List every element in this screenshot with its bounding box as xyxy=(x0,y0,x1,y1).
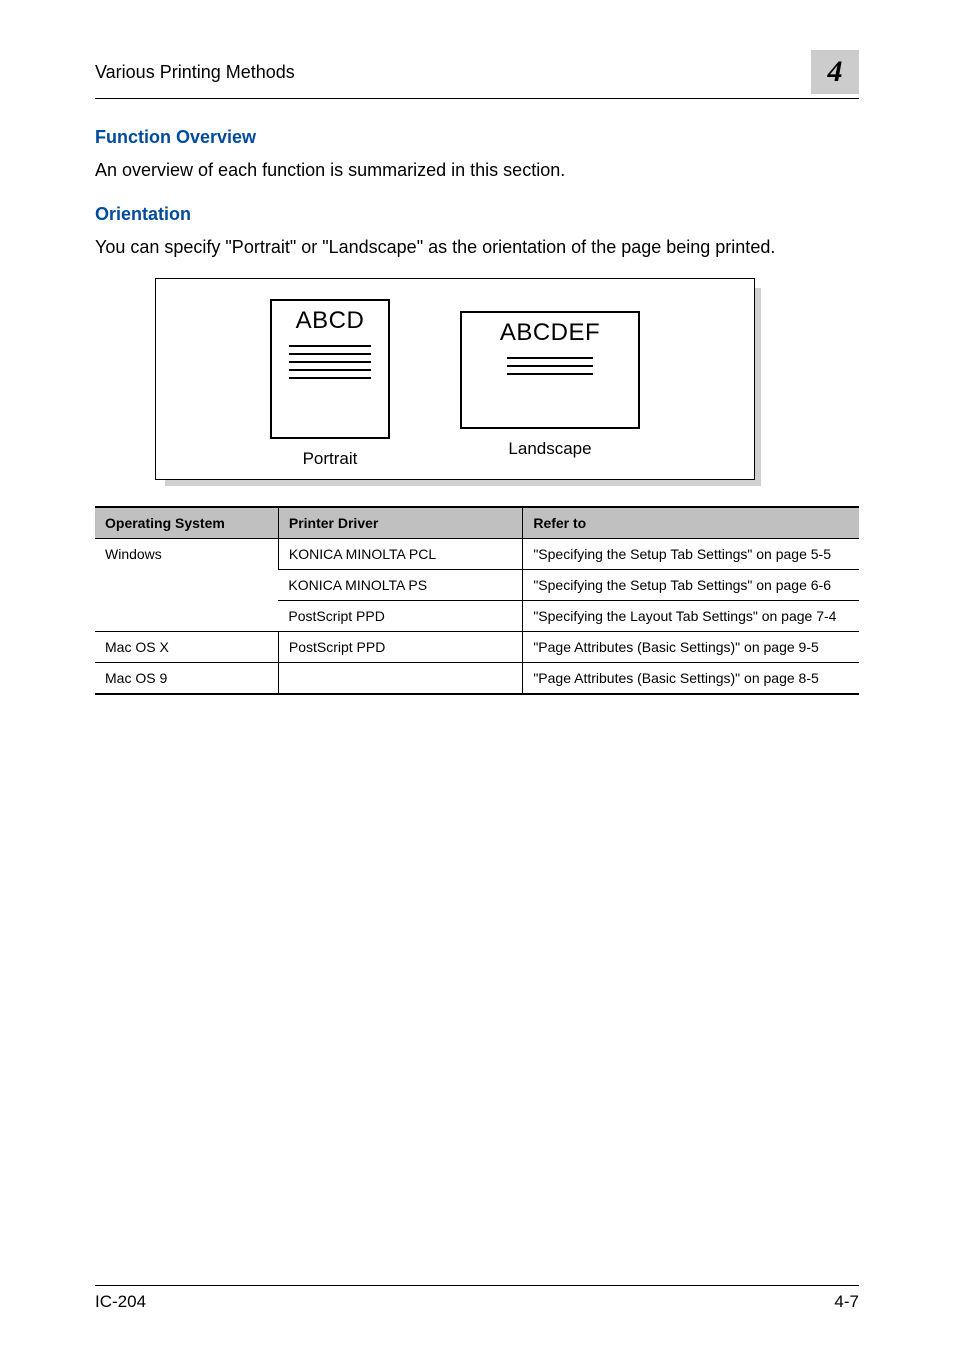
chapter-number-box: 4 xyxy=(811,50,859,94)
cell-driver: KONICA MINOLTA PCL xyxy=(278,538,522,569)
portrait-column: ABCD Portrait xyxy=(270,299,390,469)
cell-refer: "Page Attributes (Basic Settings)" on pa… xyxy=(523,631,859,662)
th-refer: Refer to xyxy=(523,507,859,539)
cell-driver: PostScript PPD xyxy=(278,600,522,631)
landscape-column: ABCDEF Landscape xyxy=(460,299,640,469)
page-header: Various Printing Methods 4 xyxy=(95,50,859,99)
section-heading-function-overview: Function Overview xyxy=(95,127,859,148)
footer-left: IC-204 xyxy=(95,1292,146,1312)
page-footer: IC-204 4-7 xyxy=(95,1285,859,1312)
cell-os: Mac OS X xyxy=(95,631,278,662)
table-row: Mac OS 9 "Page Attributes (Basic Setting… xyxy=(95,662,859,694)
th-os: Operating System xyxy=(95,507,278,539)
body-text-function-overview: An overview of each function is summariz… xyxy=(95,158,859,182)
landscape-page-icon: ABCDEF xyxy=(460,311,640,429)
landscape-lines xyxy=(507,351,593,381)
cell-os: Windows xyxy=(95,538,278,631)
landscape-label: Landscape xyxy=(508,439,591,459)
portrait-lines xyxy=(289,339,371,385)
driver-table: Operating System Printer Driver Refer to… xyxy=(95,506,859,695)
table-header-row: Operating System Printer Driver Refer to xyxy=(95,507,859,539)
footer-right: 4-7 xyxy=(834,1292,859,1312)
header-title: Various Printing Methods xyxy=(95,62,295,83)
cell-refer: "Page Attributes (Basic Settings)" on pa… xyxy=(523,662,859,694)
section-heading-orientation: Orientation xyxy=(95,204,859,225)
chapter-number: 4 xyxy=(828,55,843,89)
portrait-page-text: ABCD xyxy=(296,307,365,335)
landscape-page-text: ABCDEF xyxy=(500,319,600,347)
table-row: Mac OS X PostScript PPD "Page Attributes… xyxy=(95,631,859,662)
orientation-figure: ABCD Portrait ABCDEF Landscape xyxy=(155,278,755,480)
figure-inner: ABCD Portrait ABCDEF Landscape xyxy=(155,278,755,480)
portrait-page-icon: ABCD xyxy=(270,299,390,439)
body-text-orientation: You can specify "Portrait" or "Landscape… xyxy=(95,235,859,259)
portrait-label: Portrait xyxy=(303,449,358,469)
cell-os: Mac OS 9 xyxy=(95,662,278,694)
cell-refer: "Specifying the Setup Tab Settings" on p… xyxy=(523,538,859,569)
cell-driver xyxy=(278,662,522,694)
cell-driver: KONICA MINOLTA PS xyxy=(278,569,522,600)
table-row: Windows KONICA MINOLTA PCL "Specifying t… xyxy=(95,538,859,569)
cell-refer: "Specifying the Setup Tab Settings" on p… xyxy=(523,569,859,600)
cell-driver: PostScript PPD xyxy=(278,631,522,662)
th-driver: Printer Driver xyxy=(278,507,522,539)
cell-refer: "Specifying the Layout Tab Settings" on … xyxy=(523,600,859,631)
